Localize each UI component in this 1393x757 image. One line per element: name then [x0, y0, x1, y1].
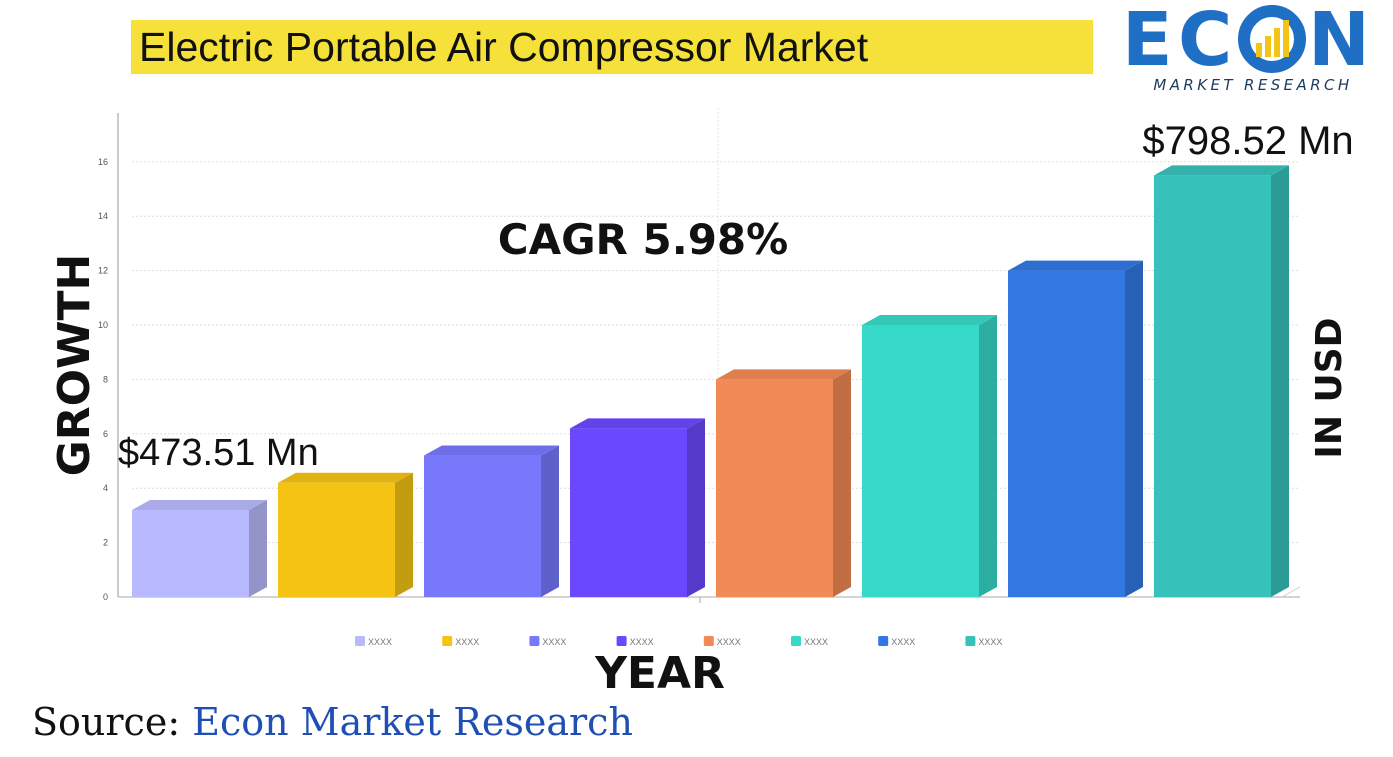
- bar-top: [862, 315, 997, 325]
- y-tick-label: 2: [103, 538, 108, 548]
- y-axis-title: GROWTH: [49, 253, 100, 477]
- legend-swatch: [616, 636, 627, 646]
- legend-label: XXXX: [891, 637, 915, 647]
- bar-front: [424, 455, 541, 597]
- y-tick-label: 14: [98, 211, 108, 221]
- bar: [278, 472, 413, 597]
- bar-top: [424, 445, 559, 456]
- chart-bars: [132, 165, 1289, 597]
- bar: [570, 418, 705, 597]
- logo-letter-n: N: [1308, 3, 1370, 73]
- chart-title: Electric Portable Air Compressor Market: [131, 20, 1093, 74]
- legend-swatch: [442, 636, 453, 646]
- y-tick-label: 4: [103, 483, 108, 493]
- bar-top: [278, 472, 413, 483]
- legend-swatch: [791, 636, 801, 646]
- legend-label: XXXX: [455, 637, 479, 647]
- bar-front: [1008, 270, 1125, 597]
- bar-front: [278, 482, 395, 597]
- bar-side: [395, 472, 413, 597]
- bar-side: [1271, 165, 1289, 597]
- x-axis-title: YEAR: [595, 648, 725, 699]
- chart-legend: XXXX XXXX XXXX XXXX XXXX XXXX XXXX XXXX: [355, 636, 1002, 647]
- logo-letter-c: C: [1178, 3, 1232, 73]
- floor-edge: [1281, 586, 1301, 598]
- econ-logo: E C N MARKET RESEARCH: [1122, 3, 1384, 99]
- bar-side: [979, 315, 997, 597]
- growth-bars-in-o-icon: [1238, 5, 1306, 73]
- legend-label: XXXX: [368, 637, 392, 647]
- y-tick-label: 10: [98, 320, 108, 330]
- legend-label: XXXX: [978, 637, 1002, 647]
- source-line: Source: Econ Market Research: [32, 700, 633, 744]
- legend-swatch: [355, 636, 365, 646]
- bar: [132, 499, 267, 597]
- bar-side: [687, 418, 705, 597]
- legend-label: XXXX: [717, 637, 741, 647]
- last-value-label: $798.52 Mn: [1142, 119, 1353, 163]
- bar-side: [1125, 260, 1143, 597]
- first-value-label: $473.51 Mn: [118, 432, 319, 474]
- bar: [716, 369, 851, 597]
- logo-wordmark: E C N: [1122, 3, 1370, 73]
- bar-front: [132, 509, 249, 597]
- bar: [862, 315, 997, 597]
- bar: [1008, 260, 1143, 597]
- bar-front: [716, 379, 833, 597]
- source-prefix: Source:: [32, 700, 181, 744]
- legend-swatch: [878, 636, 889, 646]
- logo-letter-e: E: [1122, 3, 1173, 73]
- y-tick-label: 8: [103, 374, 108, 384]
- logo-subtitle: MARKET RESEARCH: [1153, 76, 1353, 94]
- bar-side: [541, 445, 559, 597]
- bar-front: [570, 428, 687, 597]
- y-tick-label: 0: [103, 592, 108, 602]
- bar-top: [1154, 165, 1289, 176]
- legend-swatch: [965, 636, 976, 646]
- legend-label: XXXX: [630, 637, 654, 647]
- y-tick-label: 16: [98, 157, 108, 167]
- source-name: Econ Market Research: [192, 700, 633, 744]
- bar-top: [1008, 260, 1143, 271]
- bar-side: [249, 499, 267, 597]
- bar-top: [716, 369, 851, 380]
- bar-front: [862, 325, 979, 597]
- legend-swatch: [703, 636, 714, 646]
- bar-front: [1154, 175, 1271, 597]
- bar: [1154, 165, 1289, 597]
- right-axis-title: IN USD: [1309, 317, 1350, 459]
- bar-top: [570, 418, 705, 429]
- cagr-label: CAGR 5.98%: [498, 215, 788, 264]
- y-tick-label: 12: [98, 266, 108, 276]
- bar-side: [833, 369, 851, 597]
- legend-label: XXXX: [542, 637, 566, 647]
- y-tick-label: 6: [103, 429, 108, 439]
- bar: [424, 445, 559, 597]
- bar-top: [132, 499, 267, 510]
- legend-label: XXXX: [804, 637, 828, 647]
- legend-swatch: [529, 636, 540, 646]
